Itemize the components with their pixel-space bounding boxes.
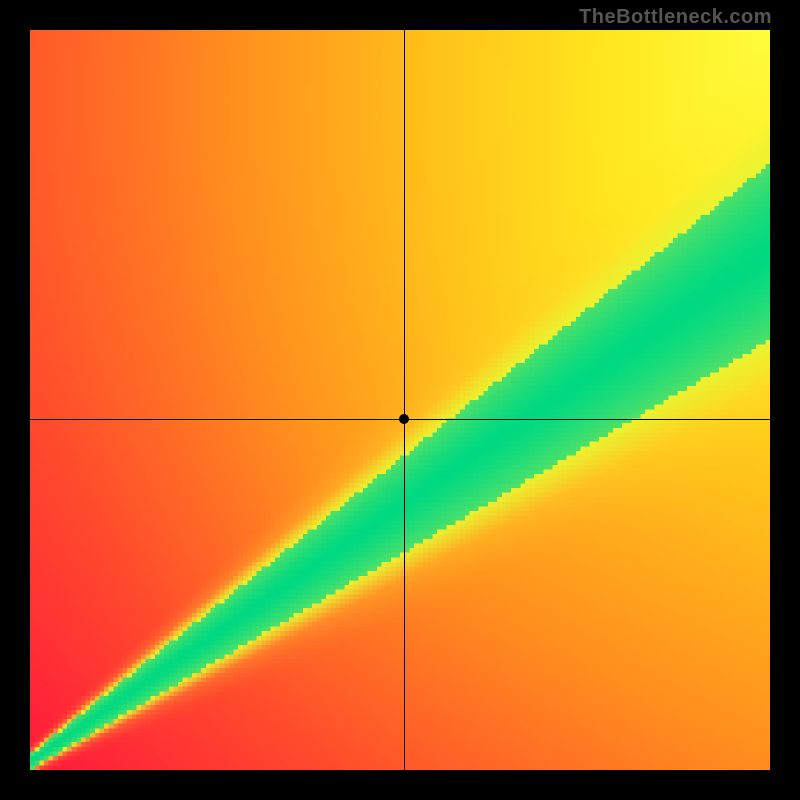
heatmap-canvas [30, 30, 770, 770]
chart-root: TheBottleneck.com [0, 0, 800, 800]
watermark-text: TheBottleneck.com [579, 6, 772, 29]
plot-frame [30, 30, 770, 770]
crosshair-vertical [404, 30, 405, 770]
marker-dot [399, 414, 409, 424]
